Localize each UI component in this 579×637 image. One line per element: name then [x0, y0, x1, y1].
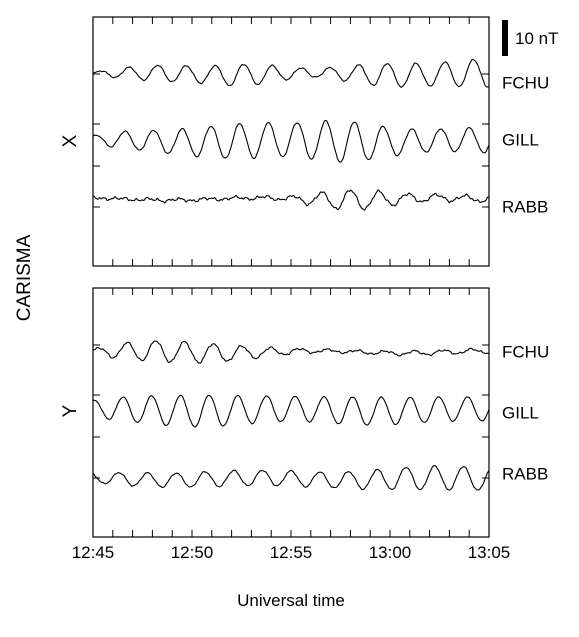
series-label: GILL	[502, 403, 539, 422]
x-tick-label: 13:00	[369, 543, 412, 562]
panel-traces: FCHU GILL RABB	[92, 340, 549, 491]
panel-frame	[92, 287, 490, 538]
trace-fchu	[92, 340, 490, 364]
x-tick-label: 12:55	[270, 543, 313, 562]
scale-bar-mark	[502, 20, 508, 56]
group-label: CARISMA	[14, 234, 35, 321]
x-tick-label: 13:05	[468, 543, 511, 562]
scale-bar-label: 10 nT	[515, 29, 558, 48]
trace-gill	[92, 394, 490, 428]
x-tick-label: 12:45	[72, 543, 115, 562]
trace-gill	[92, 119, 490, 163]
x-tick-labels: 12:45 12:50 12:55 13:00 13:05	[72, 543, 511, 562]
series-label: GILL	[502, 130, 539, 149]
series-label: FCHU	[502, 73, 549, 92]
series-label: RABB	[502, 464, 548, 483]
scale-bar: 10 nT	[502, 20, 558, 56]
x-axis-label: Universal time	[237, 591, 345, 610]
trace-rabb	[92, 189, 490, 211]
series-label: FCHU	[502, 342, 549, 361]
trace-rabb	[92, 465, 490, 491]
panel-frame	[92, 16, 490, 267]
panel-y: Y FCHU GILL RABB	[60, 287, 549, 538]
x-tick-label: 12:50	[171, 543, 214, 562]
panel-x: X FCHU GILL RABB	[60, 16, 549, 267]
panel-component-label: Y	[60, 404, 81, 417]
series-label: RABB	[502, 197, 548, 216]
panel-traces: FCHU GILL RABB	[92, 58, 549, 216]
panel-component-label: X	[60, 134, 81, 147]
trace-fchu	[92, 58, 490, 88]
panel-ticks	[93, 17, 489, 266]
panel-ticks	[93, 288, 489, 537]
